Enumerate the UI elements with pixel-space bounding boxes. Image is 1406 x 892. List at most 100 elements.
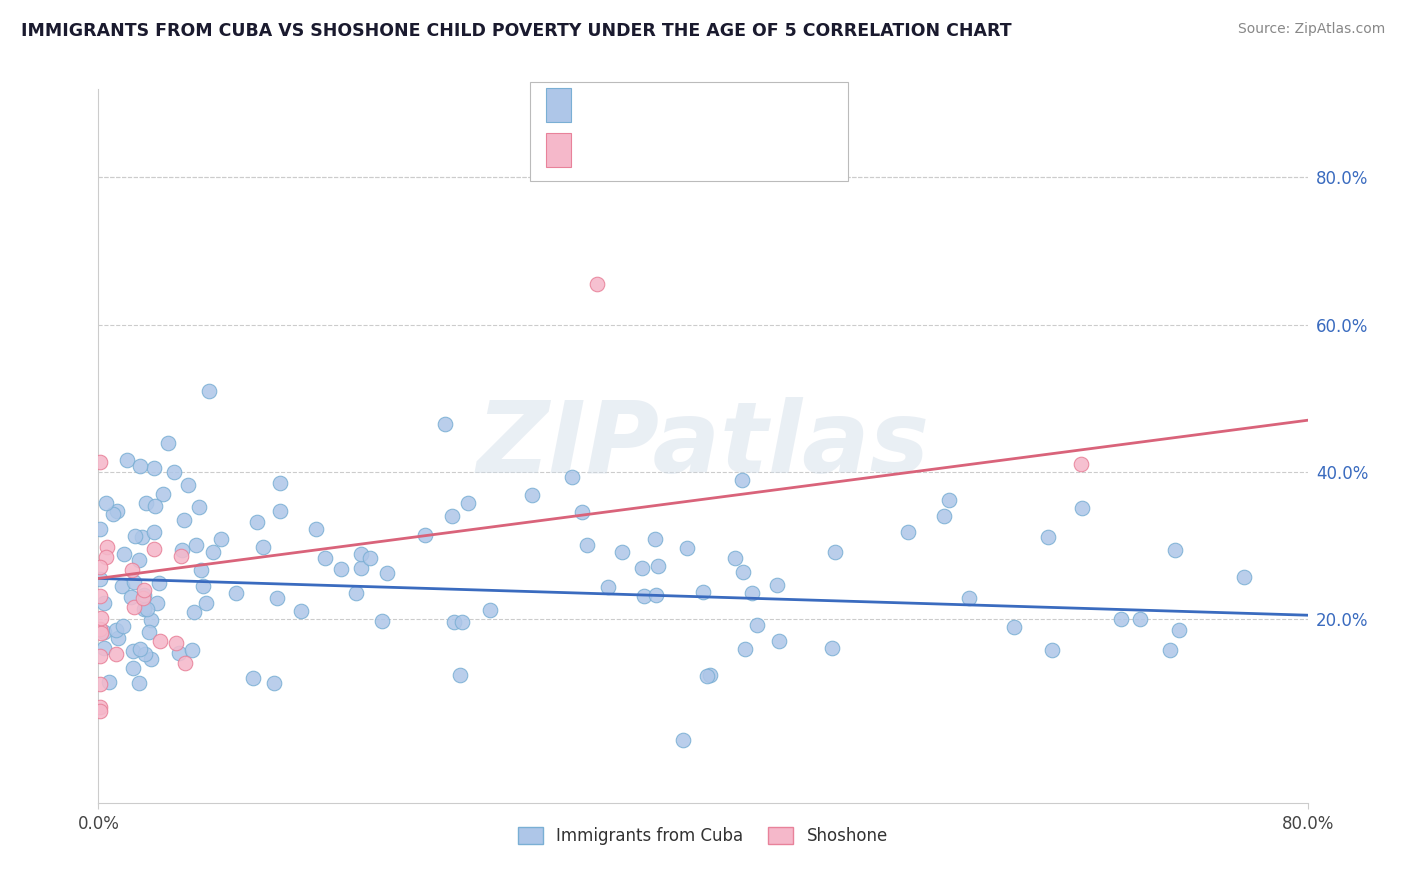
Point — [375, 566, 398, 581]
Point — [821, 641, 844, 656]
Point — [89, 699, 111, 714]
Point — [146, 596, 169, 610]
Point — [596, 580, 619, 594]
Point — [93, 641, 115, 656]
Point — [1167, 623, 1189, 637]
Point — [644, 588, 666, 602]
Text: ZIPatlas: ZIPatlas — [477, 398, 929, 494]
Point — [170, 549, 193, 563]
Point — [165, 635, 187, 649]
Point — [143, 541, 166, 556]
Point — [561, 470, 583, 484]
Point — [136, 602, 159, 616]
Point — [633, 589, 655, 603]
Point — [143, 525, 166, 540]
Point — [173, 656, 195, 670]
Point — [350, 547, 373, 561]
Point — [135, 496, 157, 510]
Point — [370, 614, 392, 628]
Point — [132, 582, 155, 597]
Point — [89, 454, 111, 468]
Point — [143, 499, 166, 513]
Point — [246, 515, 269, 529]
Point — [741, 585, 763, 599]
Point — [96, 540, 118, 554]
Point — [103, 507, 125, 521]
Point — [121, 644, 143, 658]
Point — [134, 648, 156, 662]
Point — [676, 541, 699, 555]
Point — [263, 676, 285, 690]
Point — [350, 561, 373, 575]
Point — [768, 634, 790, 648]
Point — [1129, 612, 1152, 626]
Point — [89, 522, 111, 536]
Point — [115, 453, 138, 467]
Point — [457, 496, 479, 510]
Point — [344, 586, 367, 600]
Point — [644, 532, 666, 546]
Point — [94, 550, 117, 565]
Point — [449, 667, 471, 681]
Point — [571, 505, 593, 519]
Point — [148, 576, 170, 591]
Text: -0.064: -0.064 — [614, 96, 673, 115]
Point — [139, 614, 162, 628]
Point — [330, 562, 353, 576]
Point — [450, 615, 472, 630]
Point — [934, 508, 956, 523]
Point — [184, 538, 207, 552]
Point — [195, 596, 218, 610]
Point — [193, 579, 215, 593]
Point — [111, 578, 134, 592]
Point — [128, 676, 150, 690]
Point — [129, 641, 152, 656]
Point — [163, 465, 186, 479]
Point — [128, 459, 150, 474]
Point — [1070, 500, 1092, 515]
Point — [269, 475, 291, 490]
Point — [132, 588, 155, 602]
Point — [696, 669, 718, 683]
Point — [731, 473, 754, 487]
Point — [1036, 530, 1059, 544]
Point — [170, 543, 193, 558]
Point — [190, 563, 212, 577]
Point — [122, 574, 145, 589]
Point — [111, 619, 134, 633]
Point — [647, 558, 669, 573]
Point — [156, 436, 179, 450]
Point — [122, 661, 145, 675]
Text: 0.413: 0.413 — [614, 142, 666, 160]
Point — [478, 603, 501, 617]
Point — [198, 384, 221, 398]
Point — [152, 487, 174, 501]
Point — [201, 545, 224, 559]
Point — [765, 578, 787, 592]
Point — [94, 496, 117, 510]
Point — [107, 632, 129, 646]
Point — [897, 525, 920, 540]
Point — [183, 605, 205, 619]
Text: 121: 121 — [727, 96, 762, 115]
Point — [252, 540, 274, 554]
Point — [93, 625, 115, 640]
Point — [89, 589, 111, 603]
Point — [93, 596, 115, 610]
Point — [433, 417, 456, 432]
Point — [1002, 620, 1025, 634]
Point — [122, 600, 145, 615]
Point — [139, 652, 162, 666]
Point — [128, 552, 150, 566]
Text: IMMIGRANTS FROM CUBA VS SHOSHONE CHILD POVERTY UNDER THE AGE OF 5 CORRELATION CH: IMMIGRANTS FROM CUBA VS SHOSHONE CHILD P… — [21, 22, 1012, 40]
Point — [1109, 612, 1132, 626]
Point — [938, 493, 960, 508]
Point — [98, 675, 121, 690]
Point — [89, 648, 111, 663]
Point — [314, 551, 336, 566]
Point — [1233, 570, 1256, 584]
Point — [173, 513, 195, 527]
Point — [1163, 543, 1185, 558]
Text: N =: N = — [675, 96, 723, 115]
Point — [90, 611, 112, 625]
